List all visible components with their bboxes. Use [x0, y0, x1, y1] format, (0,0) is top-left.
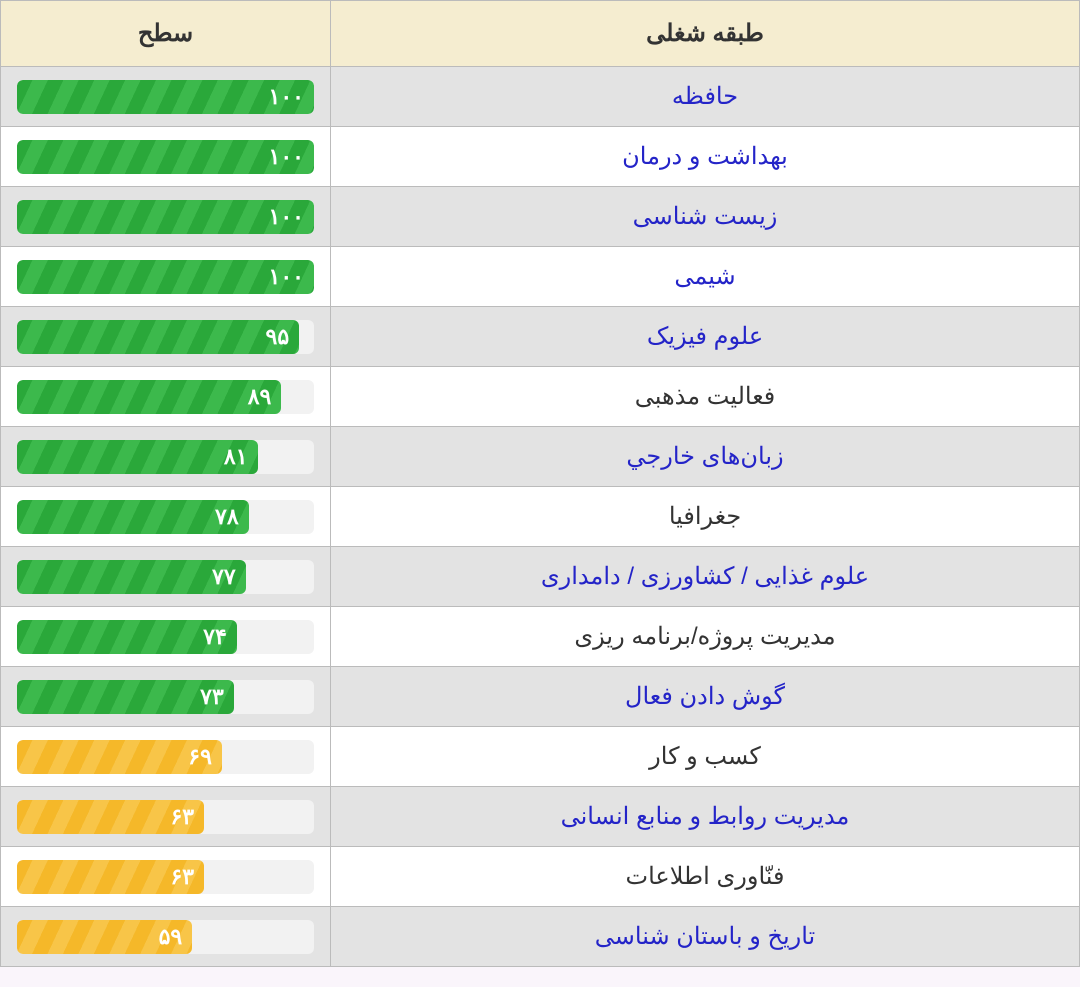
header-level: سطح	[1, 1, 331, 67]
progress-bar: ۹۵	[17, 320, 314, 354]
progress-bar-value: ۷۴	[203, 624, 227, 650]
progress-bar: ۸۹	[17, 380, 314, 414]
progress-bar-value: ۱۰۰	[269, 144, 304, 170]
category-cell[interactable]: علوم غذایی / کشاورزی / دامداری	[331, 547, 1080, 607]
table-row: گوش دادن فعال ۷۳	[1, 667, 1080, 727]
category-cell[interactable]: زبان‌های خارجي	[331, 427, 1080, 487]
progress-bar: ۶۳	[17, 800, 314, 834]
progress-bar: ۷۳	[17, 680, 314, 714]
table-row: تاریخ و باستان شناسی ۵۹	[1, 907, 1080, 967]
level-cell: ۵۹	[1, 907, 331, 967]
progress-bar: ۶۳	[17, 860, 314, 894]
category-cell: مدیریت پروژه/برنامه ریزی	[331, 607, 1080, 667]
level-cell: ۷۷	[1, 547, 331, 607]
progress-bar-fill: ۱۰۰	[17, 80, 314, 114]
progress-bar: ۱۰۰	[17, 260, 314, 294]
progress-bar-fill: ۷۴	[17, 620, 237, 654]
progress-bar-value: ۶۳	[170, 804, 194, 830]
category-cell: فنّاوری اطلاعات	[331, 847, 1080, 907]
progress-bar: ۱۰۰	[17, 200, 314, 234]
progress-bar-value: ۱۰۰	[269, 84, 304, 110]
table-row: بهداشت و درمان ۱۰۰	[1, 127, 1080, 187]
table-row: حافظه ۱۰۰	[1, 67, 1080, 127]
progress-bar-value: ۱۰۰	[269, 204, 304, 230]
header-category: طبقه شغلی	[331, 1, 1080, 67]
table-row: مدیریت پروژه/برنامه ریزی ۷۴	[1, 607, 1080, 667]
category-cell[interactable]: تاریخ و باستان شناسی	[331, 907, 1080, 967]
category-cell[interactable]: مدیریت روابط و منابع انسانی	[331, 787, 1080, 847]
level-cell: ۸۹	[1, 367, 331, 427]
progress-bar-fill: ۷۷	[17, 560, 246, 594]
category-cell: جغرافیا	[331, 487, 1080, 547]
level-cell: ۱۰۰	[1, 127, 331, 187]
progress-bar: ۶۹	[17, 740, 314, 774]
progress-bar-fill: ۶۳	[17, 860, 204, 894]
level-cell: ۷۸	[1, 487, 331, 547]
progress-bar: ۷۷	[17, 560, 314, 594]
progress-bar-fill: ۶۳	[17, 800, 204, 834]
progress-bar-fill: ۵۹	[17, 920, 192, 954]
progress-bar: ۷۸	[17, 500, 314, 534]
progress-bar-fill: ۱۰۰	[17, 260, 314, 294]
level-cell: ۶۳	[1, 787, 331, 847]
progress-bar-value: ۷۳	[200, 684, 224, 710]
progress-bar: ۱۰۰	[17, 80, 314, 114]
progress-bar-value: ۱۰۰	[269, 264, 304, 290]
table-row: زیست شناسی ۱۰۰	[1, 187, 1080, 247]
level-cell: ۶۳	[1, 847, 331, 907]
table-row: مدیریت روابط و منابع انسانی ۶۳	[1, 787, 1080, 847]
table-row: شیمی ۱۰۰	[1, 247, 1080, 307]
level-cell: ۸۱	[1, 427, 331, 487]
category-cell[interactable]: گوش دادن فعال	[331, 667, 1080, 727]
progress-bar-value: ۷۸	[215, 504, 239, 530]
category-cell[interactable]: شیمی	[331, 247, 1080, 307]
category-cell: فعالیت مذهبی	[331, 367, 1080, 427]
category-cell: کسب و کار	[331, 727, 1080, 787]
level-cell: ۹۵	[1, 307, 331, 367]
progress-bar: ۷۴	[17, 620, 314, 654]
progress-bar-fill: ۶۹	[17, 740, 222, 774]
table-row: علوم غذایی / کشاورزی / دامداری ۷۷	[1, 547, 1080, 607]
progress-bar-value: ۷۷	[212, 564, 236, 590]
table-row: فعالیت مذهبی ۸۹	[1, 367, 1080, 427]
progress-bar-fill: ۱۰۰	[17, 140, 314, 174]
progress-bar-value: ۶۹	[188, 744, 212, 770]
progress-bar-value: ۵۹	[159, 924, 183, 950]
level-cell: ۷۴	[1, 607, 331, 667]
table-header-row: طبقه شغلی سطح	[1, 1, 1080, 67]
progress-bar-value: ۸۱	[224, 444, 248, 470]
category-cell[interactable]: بهداشت و درمان	[331, 127, 1080, 187]
level-cell: ۱۰۰	[1, 67, 331, 127]
progress-bar-fill: ۸۹	[17, 380, 281, 414]
progress-bar: ۵۹	[17, 920, 314, 954]
progress-bar-value: ۸۹	[248, 384, 272, 410]
progress-bar-fill: ۷۸	[17, 500, 249, 534]
progress-bar: ۱۰۰	[17, 140, 314, 174]
category-cell[interactable]: حافظه	[331, 67, 1080, 127]
table-row: جغرافیا ۷۸	[1, 487, 1080, 547]
level-cell: ۶۹	[1, 727, 331, 787]
level-cell: ۷۳	[1, 667, 331, 727]
category-cell[interactable]: علوم فیزیک	[331, 307, 1080, 367]
category-cell[interactable]: زیست شناسی	[331, 187, 1080, 247]
level-cell: ۱۰۰	[1, 247, 331, 307]
progress-bar: ۸۱	[17, 440, 314, 474]
table-body: حافظه۱۰۰بهداشت و درمان۱۰۰زیست شناسی۱۰۰شی…	[1, 67, 1080, 967]
table-row: فنّاوری اطلاعات ۶۳	[1, 847, 1080, 907]
progress-bar-fill: ۱۰۰	[17, 200, 314, 234]
progress-bar-fill: ۷۳	[17, 680, 234, 714]
progress-bar-fill: ۸۱	[17, 440, 258, 474]
skills-table: طبقه شغلی سطح حافظه۱۰۰بهداشت و درمان۱۰۰ز…	[0, 0, 1080, 967]
progress-bar-fill: ۹۵	[17, 320, 299, 354]
table-row: کسب و کار ۶۹	[1, 727, 1080, 787]
table-row: زبان‌های خارجي ۸۱	[1, 427, 1080, 487]
level-cell: ۱۰۰	[1, 187, 331, 247]
table-row: علوم فیزیک ۹۵	[1, 307, 1080, 367]
progress-bar-value: ۶۳	[170, 864, 194, 890]
progress-bar-value: ۹۵	[266, 324, 290, 350]
